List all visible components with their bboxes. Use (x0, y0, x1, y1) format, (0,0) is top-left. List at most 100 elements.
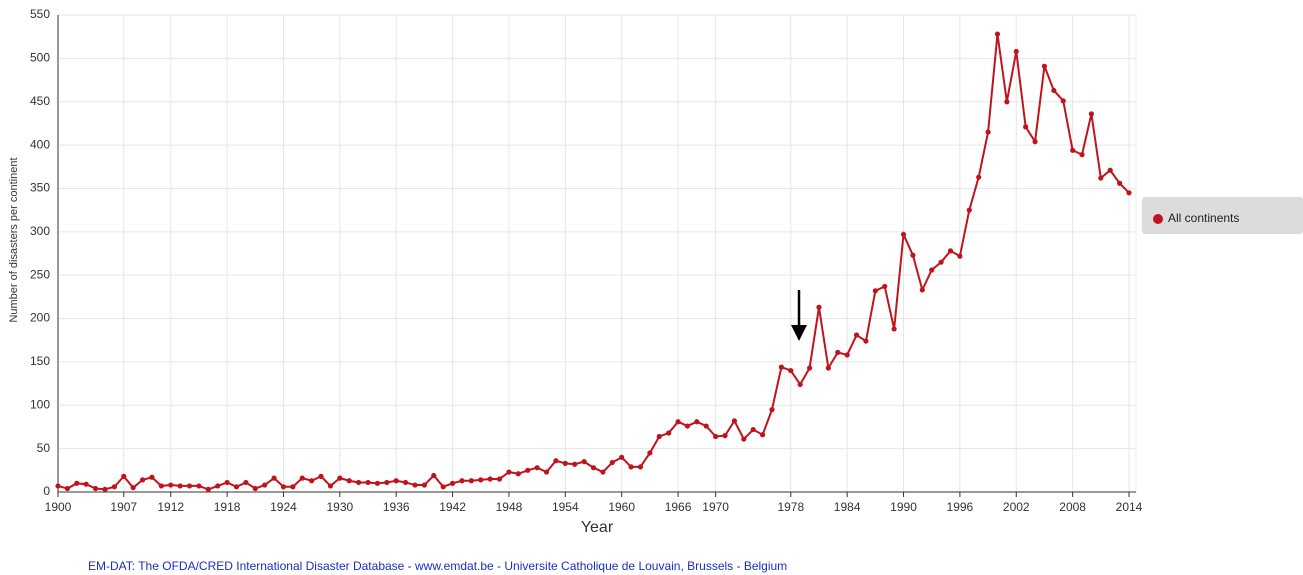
x-tick-label: 1954 (552, 500, 579, 514)
arrow (791, 290, 807, 341)
point (713, 433, 719, 440)
x-tick-label: 1907 (110, 500, 137, 514)
plot-frame (57, 14, 1137, 493)
point (666, 430, 672, 436)
point (205, 486, 211, 492)
point (947, 248, 954, 254)
point (421, 482, 427, 488)
point (280, 484, 287, 490)
grid (57, 14, 1136, 493)
point (816, 304, 822, 310)
point (449, 480, 456, 486)
point (393, 478, 399, 484)
point (1079, 152, 1085, 158)
point (844, 352, 850, 358)
point (769, 407, 775, 413)
point (365, 479, 371, 486)
x-tick-label: 1942 (439, 500, 466, 514)
x-tick-label: 1924 (270, 500, 297, 514)
x-tick-label: 1918 (214, 500, 241, 514)
series-line (57, 33, 1130, 491)
point (374, 480, 381, 486)
x-tick-label: 1996 (947, 500, 974, 514)
point (581, 459, 587, 465)
x-tick-label: 1970 (702, 500, 729, 514)
point (703, 423, 709, 429)
point (976, 174, 982, 180)
point (590, 465, 597, 471)
point (431, 472, 437, 479)
x-tick-label: 1936 (383, 500, 410, 514)
point (177, 483, 183, 489)
point (327, 483, 334, 489)
point (731, 418, 738, 424)
point (919, 287, 925, 293)
point (215, 483, 221, 489)
point (186, 483, 193, 489)
point (1107, 167, 1113, 173)
x-tick-label: 2014 (1116, 500, 1143, 514)
point (440, 484, 446, 490)
point (957, 253, 963, 259)
x-tick-label: 1984 (834, 500, 861, 514)
point (111, 484, 117, 490)
source-note: EM-DAT: The OFDA/CRED International Disa… (88, 559, 787, 573)
point (1013, 48, 1019, 55)
point (966, 207, 972, 213)
point (158, 483, 164, 489)
point (600, 469, 606, 475)
y-tick-label: 100 (30, 397, 50, 411)
point (778, 364, 784, 370)
point (1088, 111, 1095, 117)
x-tick-label: 1948 (496, 500, 523, 514)
point (83, 481, 89, 487)
point (149, 474, 155, 480)
x-tick-label: 1990 (890, 500, 917, 514)
point (882, 283, 888, 290)
x-axis-label: Year (581, 519, 614, 536)
point (722, 433, 728, 439)
point (262, 482, 268, 488)
point (656, 433, 662, 440)
point (534, 465, 540, 471)
point (806, 365, 813, 371)
point (572, 461, 578, 467)
point (619, 454, 625, 460)
point (487, 476, 493, 482)
point (562, 460, 568, 466)
point (468, 478, 474, 484)
x-tick-label: 1960 (608, 500, 635, 514)
point (788, 367, 794, 374)
point (675, 419, 681, 425)
point (684, 423, 691, 429)
point (271, 475, 277, 481)
x-tick-label: 1978 (777, 500, 804, 514)
point (994, 31, 1001, 37)
y-tick-label: 500 (30, 51, 50, 65)
x-tick-label: 2002 (1003, 500, 1030, 514)
point (797, 381, 803, 388)
point (1051, 87, 1057, 94)
point (929, 267, 935, 273)
point (1126, 190, 1132, 196)
point (637, 464, 644, 470)
point (130, 485, 136, 491)
x-tick-label: 1966 (665, 500, 692, 514)
point (525, 467, 531, 473)
point (403, 479, 409, 486)
point (694, 419, 700, 425)
point (835, 349, 841, 355)
point (243, 479, 249, 486)
legend-marker (1153, 214, 1163, 224)
point (741, 436, 747, 442)
point (985, 129, 991, 135)
point (121, 473, 127, 479)
point (1041, 63, 1048, 69)
point (515, 471, 521, 477)
point (102, 486, 108, 492)
y-tick-label: 400 (30, 137, 50, 151)
point (384, 479, 390, 486)
point (168, 482, 174, 488)
point (628, 464, 634, 470)
point (853, 332, 860, 338)
